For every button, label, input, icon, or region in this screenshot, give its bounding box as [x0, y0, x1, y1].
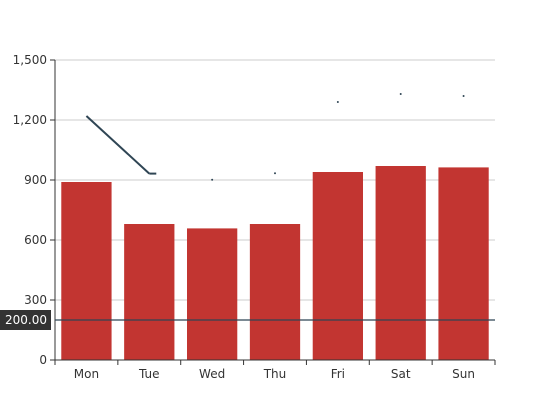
x-tick-label: Fri [331, 367, 345, 381]
x-tick-label: Wed [199, 367, 225, 381]
bars-layer [61, 166, 489, 360]
bar-sun[interactable] [438, 167, 489, 360]
x-tick-label: Sat [391, 367, 411, 381]
bar-sat[interactable] [375, 166, 426, 360]
x-tick-label: Sun [452, 367, 475, 381]
bar-mon[interactable] [61, 182, 112, 360]
y-tick-label: 1,500 [13, 53, 47, 67]
x-tick-label: Thu [263, 367, 287, 381]
bar-wed[interactable] [187, 228, 238, 360]
x-tick-label: Tue [138, 367, 160, 381]
line-point-sat[interactable] [399, 93, 402, 95]
bar-tue[interactable] [124, 224, 175, 360]
y-tick-label: 600 [24, 233, 47, 247]
line-point-wed[interactable] [211, 178, 214, 181]
line-point-sun[interactable] [462, 95, 465, 97]
reference-label-box [0, 310, 51, 330]
line-point-thu[interactable] [274, 172, 276, 175]
line-point-fri[interactable] [336, 101, 339, 103]
axis-layer: 0 300 600 900 1,200 1,500 Mon Tue Wed Thu Fri Sat Su… [13, 53, 496, 381]
line-segment [85, 115, 150, 175]
reference-line-layer: 200.00 [0, 310, 495, 330]
y-tick-label: 900 [24, 173, 47, 187]
x-tick-label: Mon [74, 367, 99, 381]
line-layer [85, 93, 465, 181]
bar-thu[interactable] [249, 224, 301, 360]
reference-label: 200.00 [5, 313, 47, 327]
bar-fri[interactable] [312, 172, 363, 360]
y-tick-label: 1,200 [13, 113, 47, 127]
y-tick-label: 300 [24, 293, 47, 307]
y-tick-label: 0 [39, 353, 47, 367]
